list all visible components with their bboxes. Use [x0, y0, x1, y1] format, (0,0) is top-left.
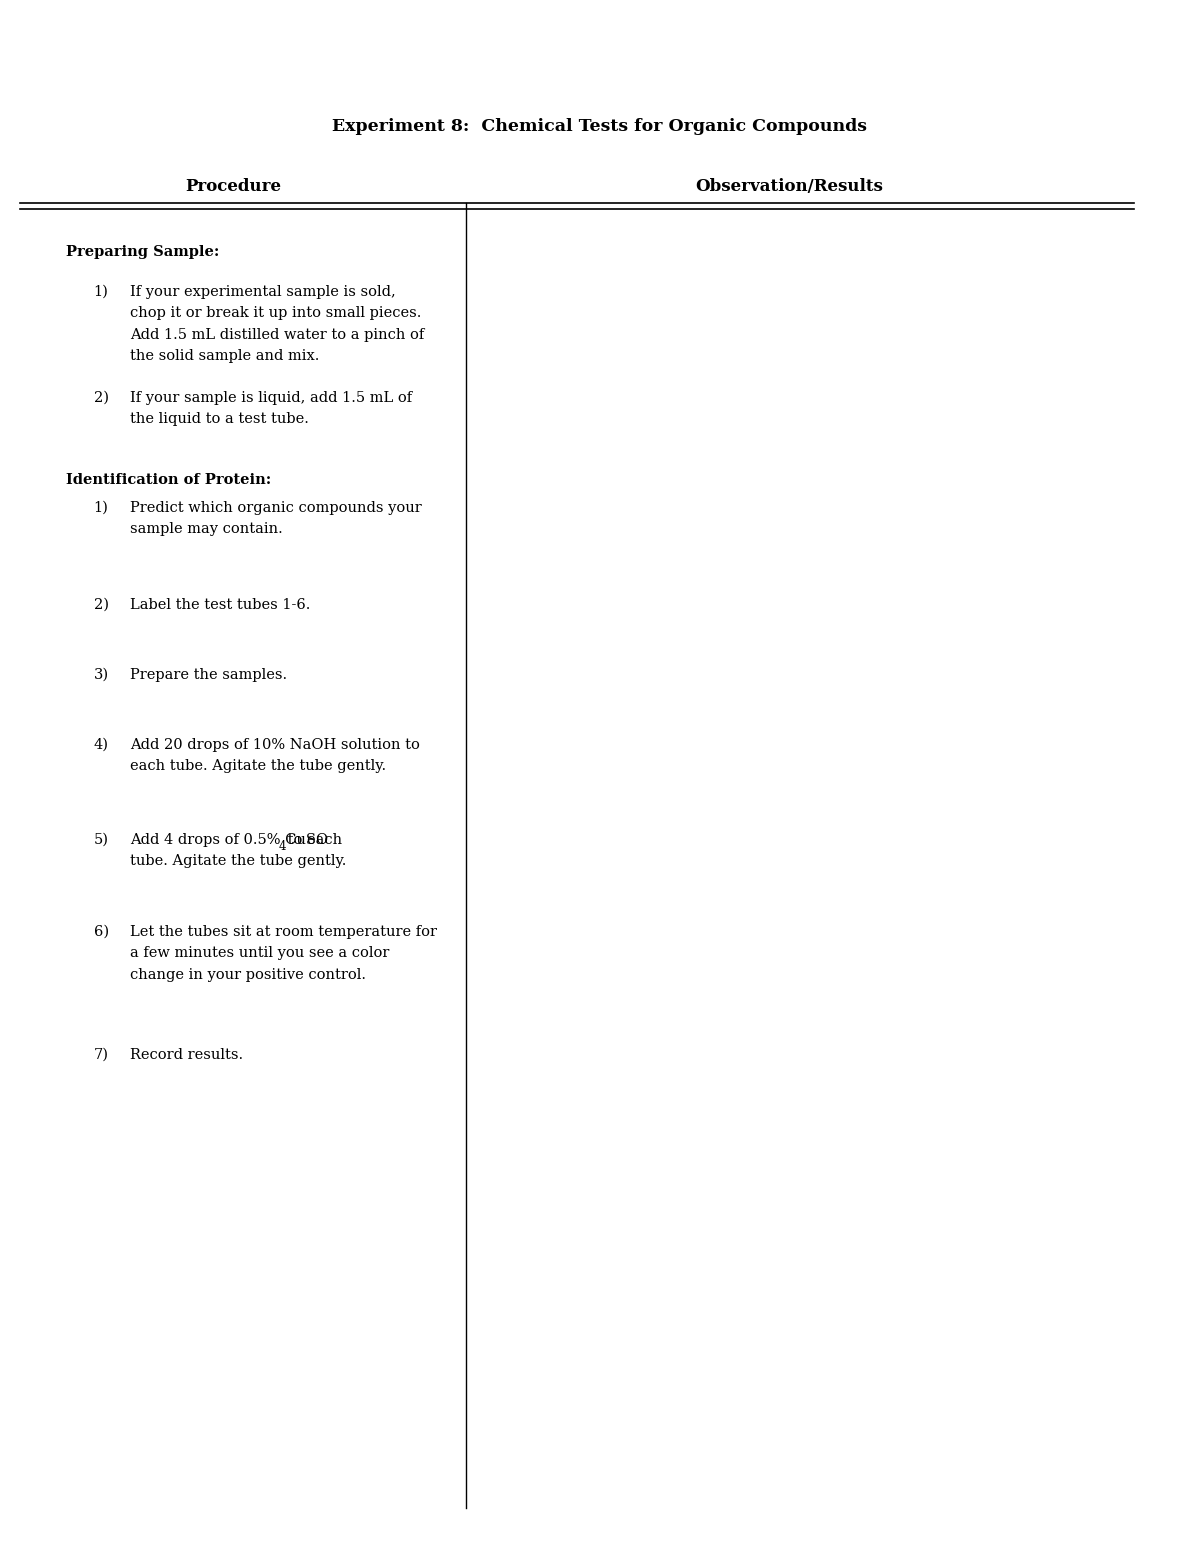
Text: 6): 6): [94, 926, 109, 940]
Text: a few minutes until you see a color: a few minutes until you see a color: [130, 946, 389, 960]
Text: 3): 3): [94, 668, 109, 682]
Text: 1): 1): [94, 502, 108, 516]
Text: Predict which organic compounds your: Predict which organic compounds your: [130, 502, 421, 516]
Text: Add 4 drops of 0.5% CuSO: Add 4 drops of 0.5% CuSO: [130, 832, 328, 846]
Text: Prepare the samples.: Prepare the samples.: [130, 668, 287, 682]
Text: change in your positive control.: change in your positive control.: [130, 968, 366, 981]
Text: the solid sample and mix.: the solid sample and mix.: [130, 349, 319, 363]
Text: 5): 5): [94, 832, 108, 846]
Text: to each: to each: [283, 832, 343, 846]
Text: Let the tubes sit at room temperature for: Let the tubes sit at room temperature fo…: [130, 926, 437, 940]
Text: Preparing Sample:: Preparing Sample:: [66, 245, 220, 259]
Text: Experiment 8:  Chemical Tests for Organic Compounds: Experiment 8: Chemical Tests for Organic…: [332, 118, 868, 135]
Text: Add 20 drops of 10% NaOH solution to: Add 20 drops of 10% NaOH solution to: [130, 738, 420, 752]
Text: 4: 4: [278, 840, 286, 854]
Text: each tube. Agitate the tube gently.: each tube. Agitate the tube gently.: [130, 759, 385, 773]
Text: Procedure: Procedure: [185, 179, 281, 196]
Text: 2): 2): [94, 391, 108, 405]
Text: Record results.: Record results.: [130, 1048, 242, 1062]
Text: sample may contain.: sample may contain.: [130, 522, 282, 536]
Text: Observation/Results: Observation/Results: [695, 179, 883, 196]
Text: 7): 7): [94, 1048, 108, 1062]
Text: the liquid to a test tube.: the liquid to a test tube.: [130, 413, 308, 427]
Text: If your sample is liquid, add 1.5 mL of: If your sample is liquid, add 1.5 mL of: [130, 391, 412, 405]
Text: Identification of Protein:: Identification of Protein:: [66, 474, 271, 488]
Text: If your experimental sample is sold,: If your experimental sample is sold,: [130, 286, 395, 300]
Text: 4): 4): [94, 738, 108, 752]
Text: Label the test tubes 1-6.: Label the test tubes 1-6.: [130, 598, 310, 612]
Text: tube. Agitate the tube gently.: tube. Agitate the tube gently.: [130, 854, 346, 868]
Text: 1): 1): [94, 286, 108, 300]
Text: 2): 2): [94, 598, 108, 612]
Text: chop it or break it up into small pieces.: chop it or break it up into small pieces…: [130, 306, 421, 320]
Text: Add 1.5 mL distilled water to a pinch of: Add 1.5 mL distilled water to a pinch of: [130, 328, 424, 342]
